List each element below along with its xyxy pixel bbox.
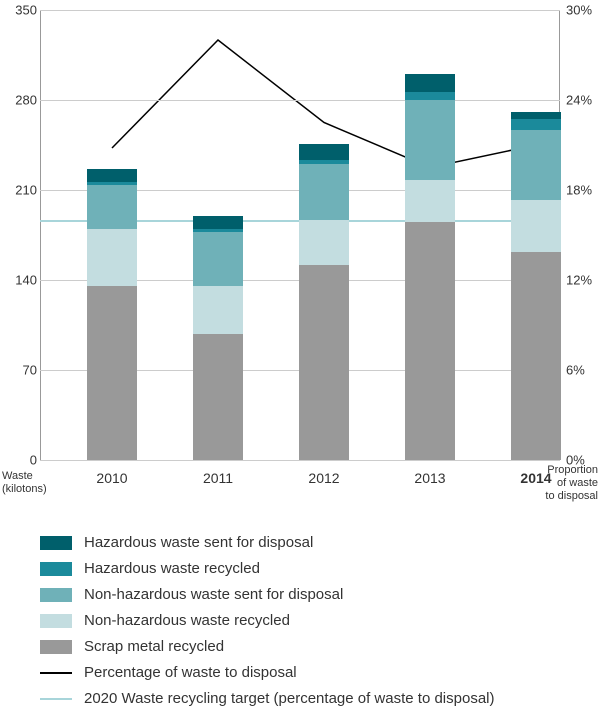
legend-item: Hazardous waste sent for disposal: [40, 530, 495, 555]
legend-swatch: [40, 614, 72, 628]
x-tick-label: 2012: [308, 470, 339, 486]
plot-area: [40, 10, 560, 460]
bar-segment-haz_recycled: [193, 229, 243, 233]
y-left-tick: 140: [2, 273, 37, 288]
legend-line-swatch: [40, 672, 72, 674]
y-right-title: Proportionof wasteto disposal: [545, 464, 598, 504]
bar-segment-nonhaz_disposal: [299, 164, 349, 219]
legend-label: Scrap metal recycled: [84, 638, 224, 655]
bar-segment-nonhaz_recycled: [87, 229, 137, 287]
legend-label: Percentage of waste to disposal: [84, 664, 297, 681]
bar-segment-nonhaz_recycled: [299, 220, 349, 265]
legend-item: Non-hazardous waste sent for disposal: [40, 582, 495, 607]
legend-label: Non-hazardous waste sent for disposal: [84, 586, 343, 603]
legend-item: Percentage of waste to disposal: [40, 660, 495, 685]
gridline: [40, 100, 560, 101]
x-tick-label: 2011: [203, 470, 233, 486]
legend-label: Hazardous waste sent for disposal: [84, 534, 313, 551]
y-right-tick: 12%: [566, 273, 600, 288]
bar-segment-scrap_metal_recycled: [299, 265, 349, 460]
bar-segment-haz_recycled: [87, 182, 137, 185]
y-right-tick: 18%: [566, 183, 600, 198]
legend-item: Hazardous waste recycled: [40, 556, 495, 581]
legend-swatch: [40, 536, 72, 550]
y-left-tick: 210: [2, 183, 37, 198]
y-left-tick: 70: [2, 363, 37, 378]
bar-segment-haz_disposal: [405, 74, 455, 92]
bar-segment-haz_recycled: [511, 119, 561, 129]
bar-segment-nonhaz_recycled: [193, 286, 243, 334]
gridline: [40, 460, 560, 461]
x-tick-label: 2013: [414, 470, 445, 486]
bar-segment-nonhaz_disposal: [193, 232, 243, 286]
bar-segment-nonhaz_disposal: [511, 130, 561, 201]
legend-swatch: [40, 640, 72, 654]
legend-swatch: [40, 588, 72, 602]
bar-segment-haz_disposal: [87, 169, 137, 182]
waste-chart: Waste(kilotons) Proportionof wasteto dis…: [0, 0, 600, 713]
y-right-tick: 24%: [566, 93, 600, 108]
bar-segment-haz_recycled: [405, 92, 455, 100]
legend-label: 2020 Waste recycling target (percentage …: [84, 690, 495, 707]
bar-segment-nonhaz_recycled: [405, 180, 455, 222]
bar-segment-scrap_metal_recycled: [405, 222, 455, 460]
y-right-tick: 0%: [566, 453, 600, 468]
bar-segment-haz_disposal: [193, 216, 243, 229]
bar-segment-nonhaz_disposal: [87, 185, 137, 229]
y-left-tick: 0: [2, 453, 37, 468]
legend-item: Scrap metal recycled: [40, 634, 495, 659]
bar-segment-haz_recycled: [299, 160, 349, 164]
legend-target-swatch: [40, 698, 72, 700]
bar-segment-haz_disposal: [511, 112, 561, 120]
bar-segment-scrap_metal_recycled: [193, 334, 243, 460]
bar-segment-haz_disposal: [299, 144, 349, 161]
y-right-tick: 6%: [566, 363, 600, 378]
gridline: [40, 10, 560, 11]
y-left-tick: 280: [2, 93, 37, 108]
legend-item: 2020 Waste recycling target (percentage …: [40, 686, 495, 711]
x-tick-label: 2010: [96, 470, 127, 486]
y-right-tick: 30%: [566, 3, 600, 18]
x-tick-label: 2014: [520, 470, 551, 486]
bar-segment-nonhaz_disposal: [405, 100, 455, 180]
legend-swatch: [40, 562, 72, 576]
bar-segment-scrap_metal_recycled: [511, 252, 561, 460]
legend-label: Non-hazardous waste recycled: [84, 612, 290, 629]
y-left-title: Waste(kilotons): [2, 470, 47, 496]
bar-segment-nonhaz_recycled: [511, 200, 561, 251]
legend: Hazardous waste sent for disposal Hazardo…: [40, 530, 495, 712]
y-left-tick: 350: [2, 3, 37, 18]
bar-segment-scrap_metal_recycled: [87, 286, 137, 460]
legend-label: Hazardous waste recycled: [84, 560, 260, 577]
legend-item: Non-hazardous waste recycled: [40, 608, 495, 633]
